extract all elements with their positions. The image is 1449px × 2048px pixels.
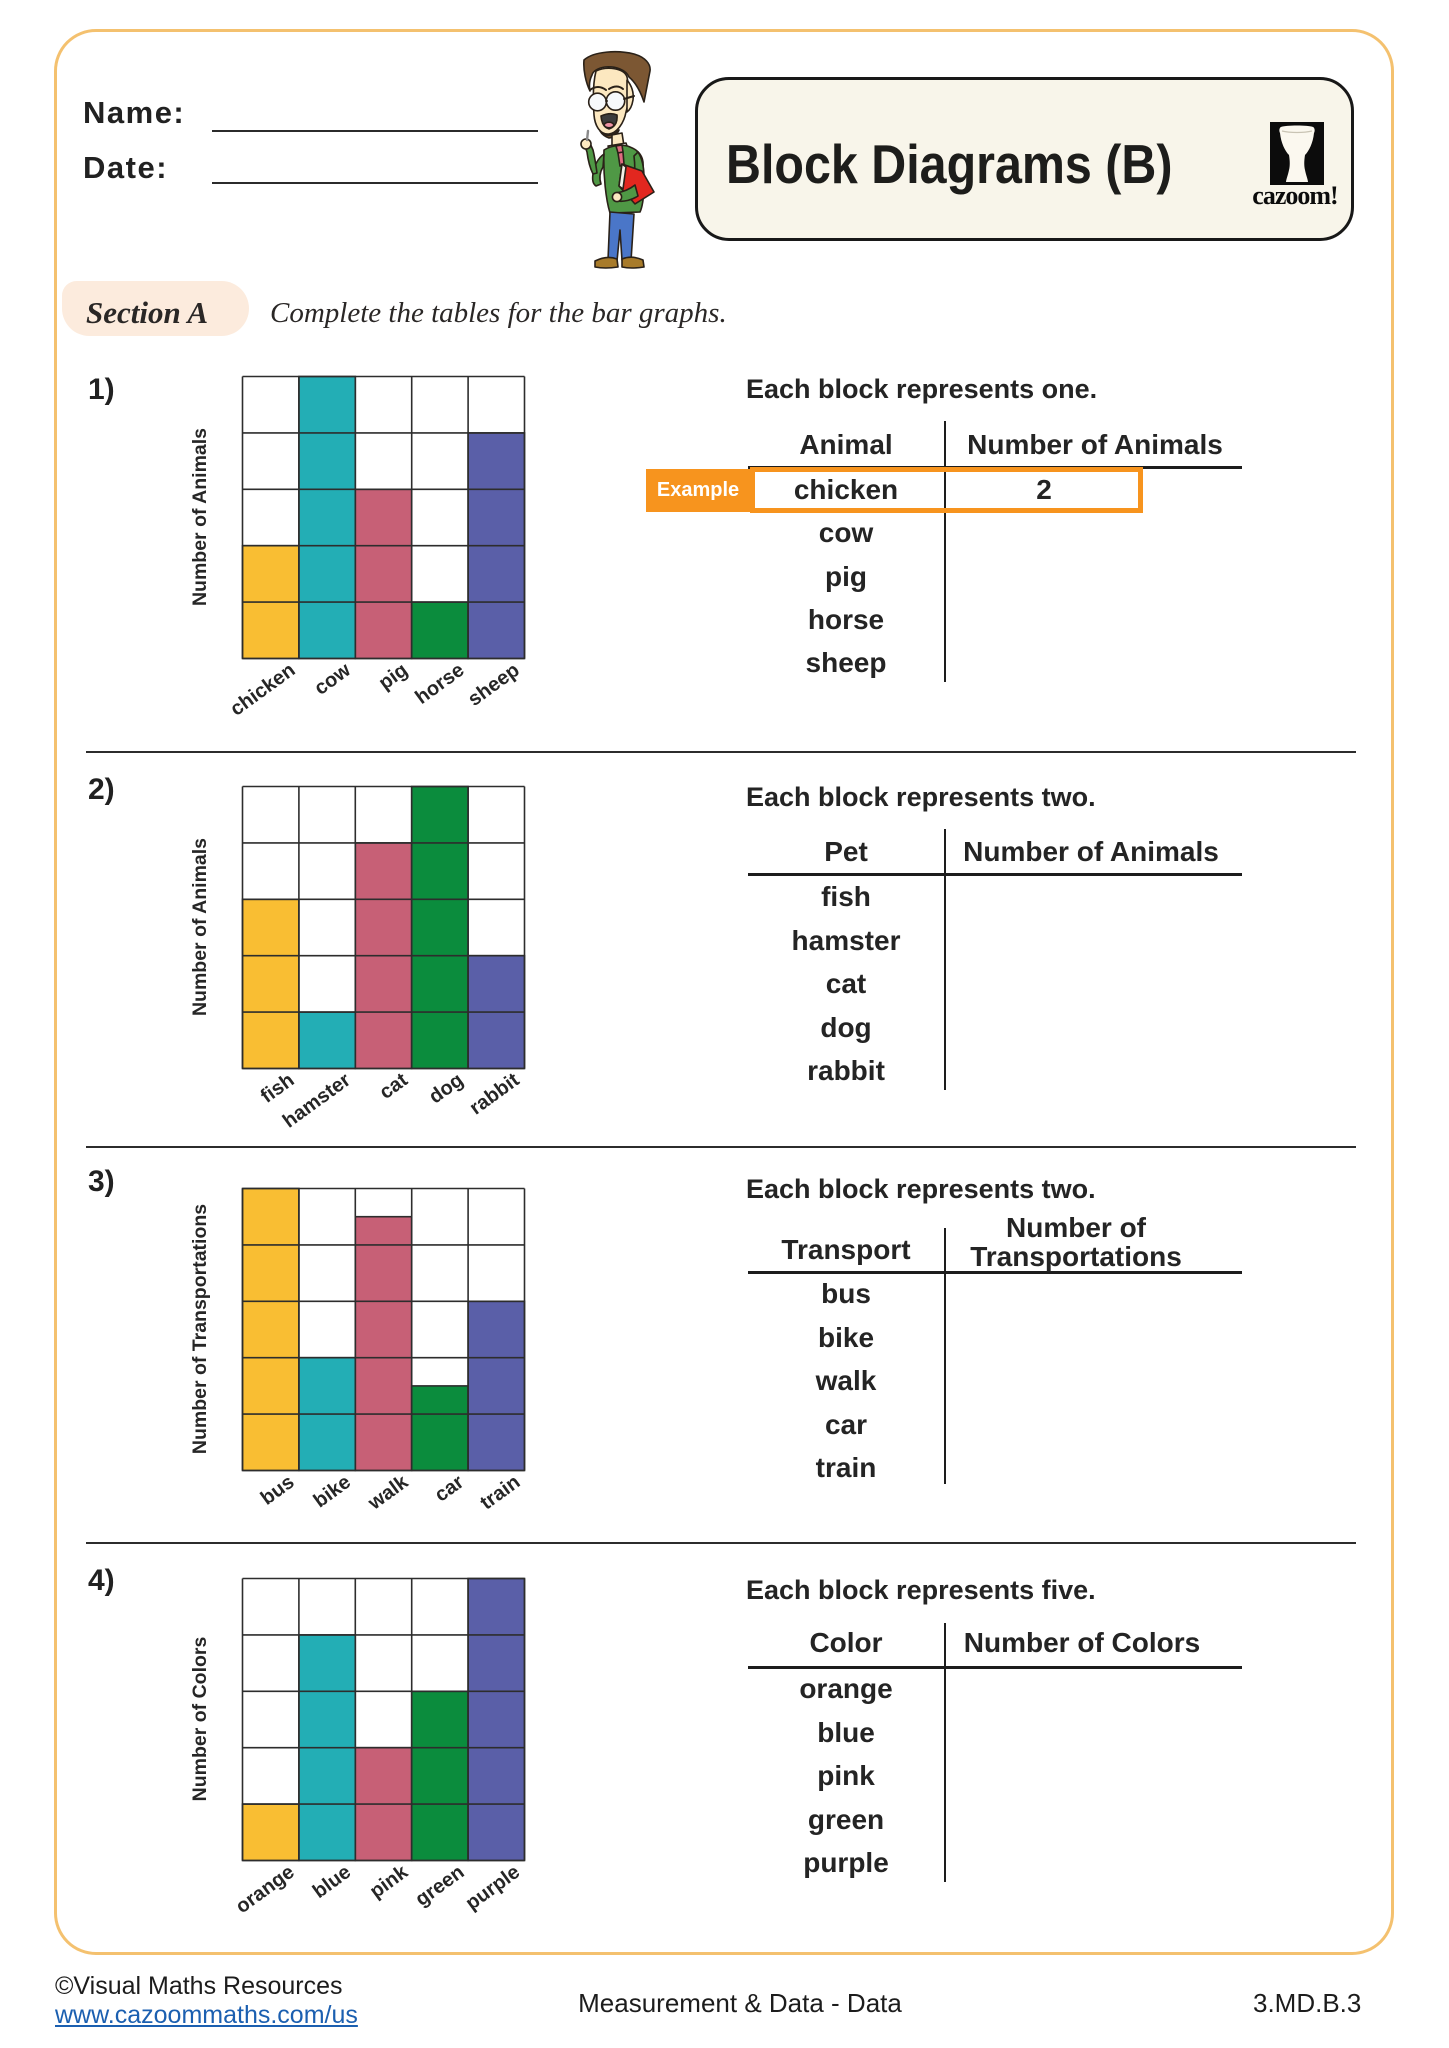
svg-text:cazoom!: cazoom! — [1252, 181, 1337, 210]
